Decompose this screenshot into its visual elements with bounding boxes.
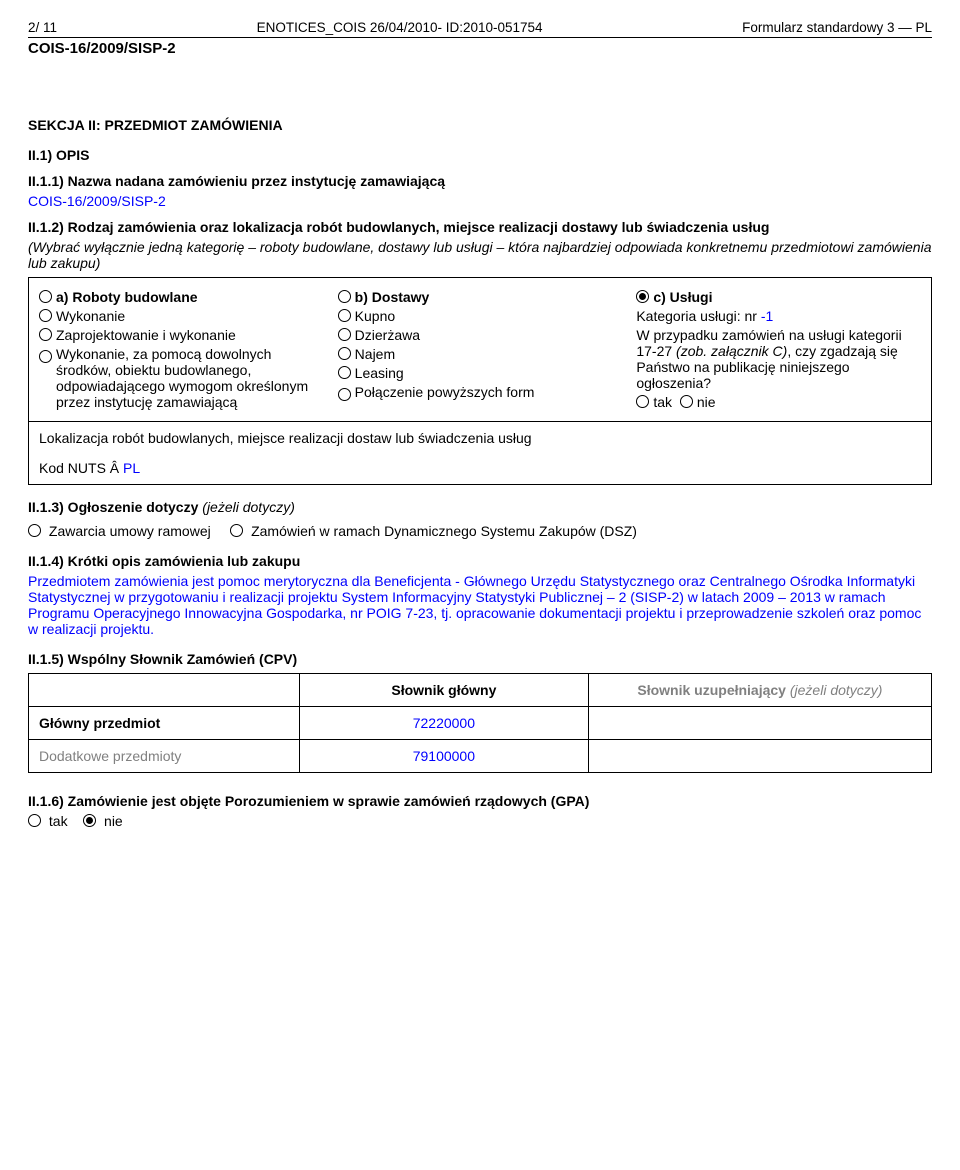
doc-id: ENOTICES_COIS 26/04/2010- ID:2010-051754: [257, 20, 543, 35]
pub-yes-label: tak: [653, 394, 672, 410]
ii13-o1: Zawarcia umowy ramowej: [49, 523, 211, 539]
radio-works-1[interactable]: [39, 309, 52, 322]
cpv-table: Słownik główny Słownik uzupełniający (je…: [28, 673, 932, 773]
nuts-value: PL: [123, 460, 140, 476]
ii13-heading: II.1.3) Ogłoszenie dotyczy: [28, 499, 202, 515]
ii13-italic: (jeżeli dotyczy): [202, 499, 295, 515]
cpv-h1: Słownik główny: [299, 674, 588, 707]
cpv-r2-label: Dodatkowe przedmioty: [29, 740, 300, 773]
ii11-heading: II.1.1) Nazwa nadana zamówieniu przez in…: [28, 173, 932, 189]
ii12-options-box: a) Roboty budowlane Wykonanie Zaprojekto…: [28, 277, 932, 485]
radio-supplies-5[interactable]: [338, 388, 351, 401]
radio-gpa-yes[interactable]: [28, 814, 41, 827]
works-o2: Zaprojektowanie i wykonanie: [56, 327, 236, 343]
section-2-title: SEKCJA II: PRZEDMIOT ZAMÓWIENIA: [28, 117, 932, 133]
radio-dps[interactable]: [230, 524, 243, 537]
works-head: a) Roboty budowlane: [56, 289, 198, 305]
ii11-value: COIS-16/2009/SISP-2: [28, 193, 932, 209]
radio-works-2[interactable]: [39, 328, 52, 341]
ii12-note: (Wybrać wyłącznie jedną kategorię – robo…: [28, 239, 932, 271]
radio-gpa-no[interactable]: [83, 814, 96, 827]
col-supplies: b) Dostawy Kupno Dzierżawa Najem Leasing…: [338, 286, 623, 413]
page-number: 2/ 11: [28, 20, 57, 35]
ii13-o2: Zamówień w ramach Dynamicznego Systemu Z…: [251, 523, 637, 539]
radio-supplies-3[interactable]: [338, 347, 351, 360]
nuts-label: Kod NUTS Â: [39, 460, 123, 476]
cpv-r2-val: 79100000: [299, 740, 588, 773]
works-o1: Wykonanie: [56, 308, 125, 324]
radio-supplies-1[interactable]: [338, 309, 351, 322]
radio-supplies-4[interactable]: [338, 366, 351, 379]
works-o3: Wykonanie, za pomocą dowolnych środków, …: [56, 346, 324, 410]
radio-services[interactable]: [636, 290, 649, 303]
ii14-heading: II.1.4) Krótki opis zamówienia lub zakup…: [28, 553, 932, 569]
supplies-head: b) Dostawy: [355, 289, 430, 305]
ii15-heading: II.1.5) Wspólny Słownik Zamówień (CPV): [28, 651, 932, 667]
supplies-o4: Leasing: [355, 365, 404, 381]
radio-works-3[interactable]: [39, 350, 52, 363]
cpv-h2-it: (jeżeli dotyczy): [790, 682, 883, 698]
ii14-text: Przedmiotem zamówienia jest pomoc meryto…: [28, 573, 932, 637]
page-header: 2/ 11 ENOTICES_COIS 26/04/2010- ID:2010-…: [28, 20, 932, 38]
location-label: Lokalizacja robót budowlanych, miejsce r…: [39, 430, 921, 446]
form-type: Formularz standardowy 3 — PL: [742, 20, 932, 35]
radio-pub-yes[interactable]: [636, 395, 649, 408]
radio-framework[interactable]: [28, 524, 41, 537]
services-cat-label: Kategoria usługi: nr: [636, 308, 761, 324]
radio-pub-no[interactable]: [680, 395, 693, 408]
cpv-r1-val: 72220000: [299, 707, 588, 740]
radio-supplies[interactable]: [338, 290, 351, 303]
col-services: c) Usługi Kategoria usługi: nr -1 W przy…: [636, 286, 921, 413]
services-note1-it: (zob. załącznik C): [676, 343, 787, 359]
radio-supplies-2[interactable]: [338, 328, 351, 341]
doc-ref: COIS-16/2009/SISP-2: [28, 40, 932, 57]
cpv-r1-label: Główny przedmiot: [29, 707, 300, 740]
supplies-o2: Dzierżawa: [355, 327, 420, 343]
ii16-heading: II.1.6) Zamówienie jest objęte Porozumie…: [28, 793, 932, 809]
supplies-o1: Kupno: [355, 308, 395, 324]
gpa-yes-label: tak: [49, 813, 68, 829]
radio-works[interactable]: [39, 290, 52, 303]
cpv-h2: Słownik uzupełniający: [637, 682, 789, 698]
supplies-o5: Połączenie powyższych form: [355, 384, 535, 401]
supplies-o3: Najem: [355, 346, 395, 362]
gpa-no-label: nie: [104, 813, 123, 829]
services-head: c) Usługi: [653, 289, 712, 305]
pub-no-label: nie: [697, 394, 716, 410]
services-cat-value: -1: [761, 308, 773, 324]
ii1-heading: II.1) OPIS: [28, 147, 932, 163]
col-works: a) Roboty budowlane Wykonanie Zaprojekto…: [39, 286, 324, 413]
ii12-heading: II.1.2) Rodzaj zamówienia oraz lokalizac…: [28, 219, 932, 235]
